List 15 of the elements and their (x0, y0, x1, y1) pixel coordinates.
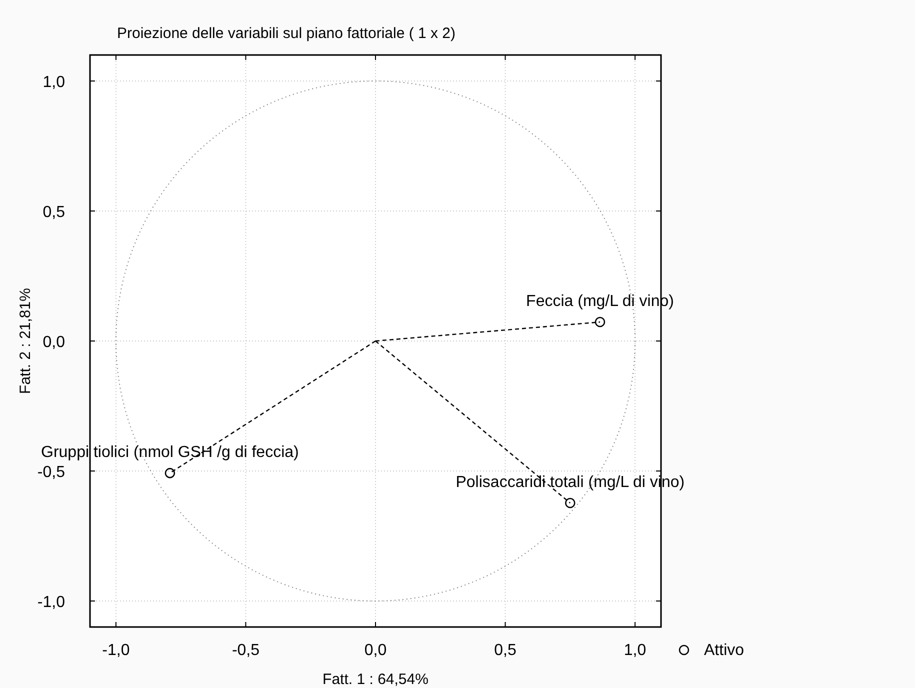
x-tick-label: 0,0 (364, 642, 387, 659)
y-tick-label: -1,0 (37, 594, 66, 611)
x-tick-label: 1,0 (624, 642, 646, 659)
x-tick-label: 0,5 (494, 642, 516, 659)
x-tick-label: -1,0 (102, 642, 130, 659)
legend-label: Attivo (704, 642, 744, 659)
x-axis-title: Fatt. 1 : 64,54% (322, 671, 428, 688)
x-tick-label: -0,5 (232, 642, 260, 659)
y-tick-label: 0,5 (42, 204, 66, 221)
y-tick-label: -0,5 (37, 464, 66, 481)
y-tick-label: 0,0 (42, 334, 66, 351)
annotation: Gruppi tiolici (nmol GSH /g di feccia) (41, 444, 299, 462)
y-tick-label: 1,0 (42, 74, 66, 91)
y-axis-title: Fatt. 2 : 21,81% (17, 288, 34, 394)
chart-title: Proiezione delle variabili sul piano fattoriale ( 1 x 2) (117, 25, 456, 42)
